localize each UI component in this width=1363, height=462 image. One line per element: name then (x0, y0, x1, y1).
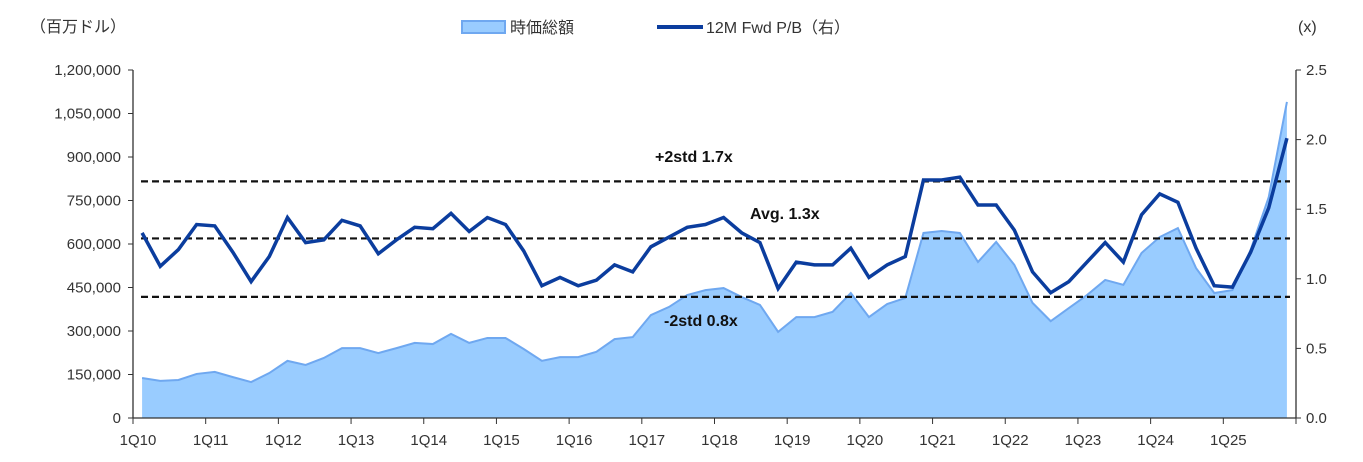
x-axis-tick-label: 1Q16 (556, 432, 593, 449)
right-axis-tick-label: 0.0 (1306, 410, 1327, 427)
left-axis-tick-label: 900,000 (67, 149, 121, 166)
left-axis-tick-label: 1,050,000 (54, 106, 121, 123)
left-axis-tick-label: 300,000 (67, 323, 121, 340)
ref-label-minus2std: -2std 0.8x (664, 313, 738, 330)
x-axis-tick-label: 1Q12 (265, 432, 302, 449)
x-axis-tick-label: 1Q10 (120, 432, 157, 449)
right-axis-tick-label: 2.0 (1306, 132, 1327, 149)
x-axis-tick-label: 1Q14 (410, 432, 447, 449)
ref-label-plus2std: +2std 1.7x (655, 149, 733, 166)
x-axis-tick-label: 1Q25 (1210, 432, 1247, 449)
left-axis-tick-label: 150,000 (67, 367, 121, 384)
left-axis-unit: （百万ドル） (30, 18, 126, 36)
left-axis-tick-label: 600,000 (67, 236, 121, 253)
legend: 時価総額 12M Fwd P/B（右） (462, 19, 850, 37)
legend-label-market-cap: 時価総額 (510, 19, 574, 37)
x-axis-tick-label: 1Q18 (701, 432, 738, 449)
right-axis-tick-label: 1.5 (1306, 201, 1327, 218)
left-axis-tick-label: 450,000 (67, 280, 121, 297)
left-axis-tick-label: 750,000 (67, 193, 121, 210)
right-axis-tick-label: 1.0 (1306, 271, 1327, 288)
x-axis-tick-label: 1Q20 (847, 432, 884, 449)
reference-lines (141, 181, 1290, 297)
x-axis-tick-label: 1Q17 (628, 432, 665, 449)
right-axis-unit: (x) (1298, 19, 1317, 36)
x-axis-tick-label: 1Q21 (919, 432, 956, 449)
legend-swatch-market-cap (462, 21, 505, 33)
left-axis-tick-label: 1,200,000 (54, 62, 121, 79)
right-axis-tick-label: 2.5 (1306, 62, 1327, 79)
x-axis-tick-label: 1Q24 (1137, 432, 1174, 449)
right-axis-tick-label: 0.5 (1306, 340, 1327, 357)
x-axis-tick-label: 1Q11 (193, 432, 229, 449)
x-axis-tick-label: 1Q22 (992, 432, 1029, 449)
ref-label-avg: Avg. 1.3x (750, 206, 820, 223)
left-axis-tick-label: 0 (113, 410, 121, 427)
x-axis-tick-label: 1Q13 (338, 432, 375, 449)
x-axis-tick-label: 1Q23 (1065, 432, 1102, 449)
legend-label-pb: 12M Fwd P/B（右） (706, 19, 850, 37)
x-axis-tick-label: 1Q19 (774, 432, 811, 449)
x-axis-tick-label: 1Q15 (483, 432, 520, 449)
